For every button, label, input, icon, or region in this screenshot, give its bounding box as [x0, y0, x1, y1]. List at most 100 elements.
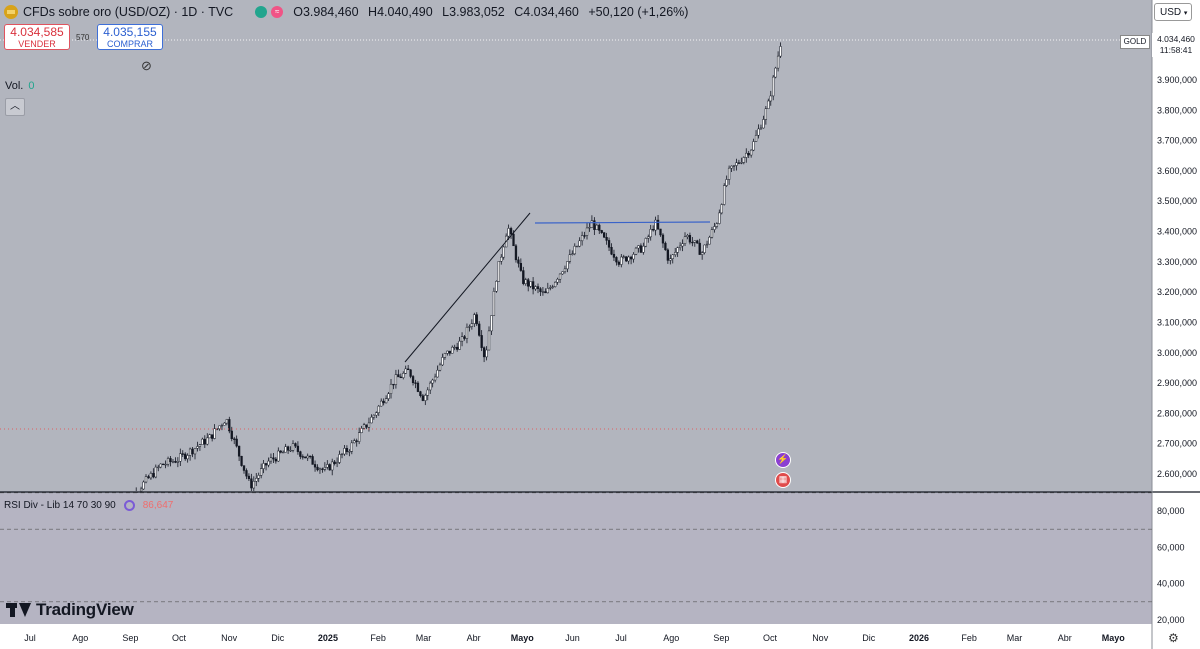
last-price-value: 4.034,460	[1157, 34, 1195, 44]
candle-body	[740, 162, 743, 164]
candle-body	[394, 374, 398, 385]
market-status-icon[interactable]	[255, 6, 268, 18]
candle-body	[296, 445, 300, 452]
candle-body	[649, 229, 652, 238]
price-tick-label: 3.800,000	[1157, 105, 1197, 115]
rsi-panel-background	[0, 493, 1152, 624]
rsi-label[interactable]: RSI Div - Lib 14 70 30 90	[4, 500, 116, 511]
sell-button[interactable]: 4.034,585 VENDER	[4, 24, 70, 50]
candle-body	[583, 235, 586, 237]
candle-body	[456, 346, 459, 350]
chart-title[interactable]: CFDs sobre oro (USD/OZ) · 1D · TVC	[23, 5, 234, 19]
candle-body	[661, 234, 665, 244]
candle-body	[436, 369, 439, 378]
candle-body	[693, 240, 696, 243]
rsi-value: 86,647	[142, 500, 174, 511]
us-economic-event-icon[interactable]: ▦	[775, 472, 791, 488]
symbol-price-tag: GOLD	[1120, 35, 1150, 49]
candle-body	[642, 245, 645, 253]
candle-body	[703, 244, 706, 253]
buy-button[interactable]: 4.035,155 COMPRAR	[97, 24, 163, 50]
candle-body	[142, 481, 145, 490]
bar-countdown: 11:58:41	[1159, 45, 1193, 55]
candle-body	[558, 273, 562, 280]
time-tick-label: Mayo	[511, 633, 535, 643]
currency-label: USD	[1160, 7, 1182, 18]
candle-body	[546, 288, 549, 294]
time-tick-label: Jun	[565, 633, 580, 643]
volume-legend: Vol. 0	[5, 80, 34, 92]
candle-body	[688, 235, 692, 243]
candle-body	[301, 456, 304, 458]
candle-body	[465, 326, 469, 339]
candle-body	[424, 395, 427, 401]
tradingview-logo[interactable]: TradingView	[6, 600, 134, 620]
compare-icon[interactable]: ≈	[271, 6, 284, 18]
candle-body	[566, 261, 569, 270]
candle-body	[669, 258, 672, 261]
candle-body	[500, 256, 503, 262]
time-tick-label: Oct	[172, 633, 187, 643]
candle-body	[225, 419, 229, 424]
candle-body	[634, 247, 638, 255]
candle-body	[318, 468, 322, 471]
candle-body	[495, 281, 498, 292]
candle-body	[176, 461, 180, 463]
candle-body	[397, 374, 400, 378]
candle-body	[431, 379, 434, 384]
candle-body	[171, 461, 175, 463]
candle-body	[514, 245, 518, 261]
candle-body	[198, 444, 202, 447]
candle-body	[774, 67, 777, 78]
chart-header: CFDs sobre oro (USD/OZ) · 1D · TVC ≈ O3.…	[4, 3, 694, 21]
candle-body	[639, 245, 643, 253]
resistance-line	[534, 221, 711, 224]
candle-body	[482, 347, 486, 358]
candle-body	[762, 119, 765, 129]
candle-body	[223, 422, 226, 426]
time-tick-label: Oct	[763, 633, 778, 643]
candle-body	[355, 440, 358, 442]
candle-body	[666, 249, 670, 261]
candle-body	[446, 350, 449, 354]
currency-selector[interactable]: USD ▾	[1154, 3, 1192, 21]
candle-body	[507, 228, 510, 237]
loading-icon	[123, 500, 135, 511]
candle-body	[264, 463, 268, 466]
hide-eye-icon[interactable]: ⊘	[141, 58, 152, 73]
candle-body	[485, 349, 488, 358]
candle-body	[426, 389, 429, 396]
candle-body	[607, 240, 611, 248]
candle-body	[250, 478, 253, 489]
time-tick-label: Nov	[812, 633, 829, 643]
flash-event-icon[interactable]: ⚡	[775, 452, 791, 468]
candle-body	[554, 281, 557, 287]
time-tick-label: Sep	[713, 633, 729, 643]
candle-body	[269, 457, 273, 462]
price-tick-label: 2.900,000	[1157, 378, 1197, 388]
candle-body	[294, 443, 297, 447]
candle-body	[348, 451, 351, 453]
candle-body	[343, 448, 346, 455]
candle-body	[333, 461, 336, 464]
price-tick-label: 3.700,000	[1157, 136, 1197, 146]
time-tick-label: Jul	[615, 633, 627, 643]
close-value: C4.034,460	[514, 5, 579, 19]
candle-body	[181, 453, 184, 455]
candle-body	[671, 254, 674, 260]
open-value: O3.984,460	[293, 5, 359, 19]
candle-body	[637, 245, 640, 249]
candle-body	[683, 236, 687, 244]
gear-icon[interactable]: ⚙	[1168, 631, 1179, 645]
candle-body	[139, 488, 143, 492]
candle-body	[262, 463, 265, 469]
collapse-legend-button[interactable]: ︿	[5, 98, 25, 116]
candle-body	[392, 383, 395, 386]
candle-body	[478, 323, 481, 336]
candle-body	[470, 323, 474, 327]
candle-body	[678, 245, 682, 248]
candle-body	[718, 212, 721, 224]
candle-body	[539, 288, 542, 292]
